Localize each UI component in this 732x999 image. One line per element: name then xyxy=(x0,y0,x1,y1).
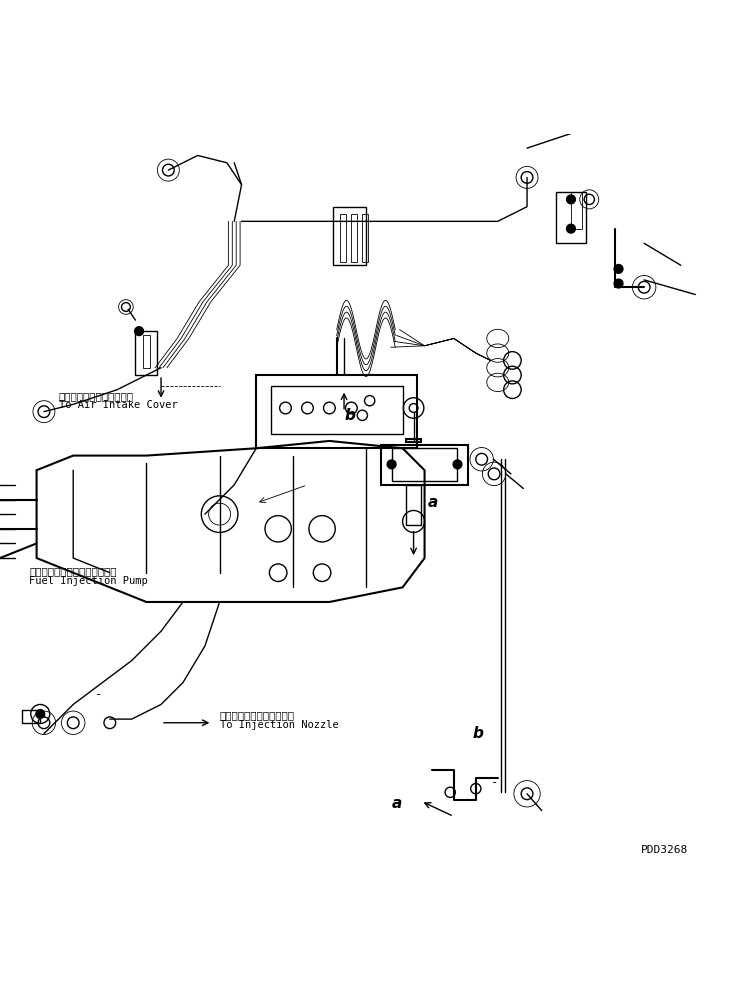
Bar xyxy=(406,439,421,443)
Text: b: b xyxy=(344,408,355,423)
Bar xyxy=(22,709,40,722)
Text: To Injection Nozzle: To Injection Nozzle xyxy=(220,720,338,730)
Text: a: a xyxy=(428,496,438,510)
Circle shape xyxy=(36,709,45,718)
Bar xyxy=(271,386,403,434)
Bar xyxy=(556,192,586,244)
Text: -: - xyxy=(490,775,498,788)
Text: To Air Intake Cover: To Air Intake Cover xyxy=(59,401,177,411)
Bar xyxy=(340,214,346,262)
Text: a: a xyxy=(392,795,402,810)
Bar xyxy=(135,331,157,375)
Circle shape xyxy=(135,327,143,336)
Bar xyxy=(392,449,458,482)
Bar xyxy=(406,485,421,525)
Text: インジェクションノズルヘ: インジェクションノズルヘ xyxy=(220,710,294,720)
Circle shape xyxy=(614,265,623,274)
Text: b: b xyxy=(472,726,483,741)
Text: フェルインジェクションポンプ: フェルインジェクションポンプ xyxy=(29,566,117,576)
Bar xyxy=(381,445,468,485)
Text: PDD3268: PDD3268 xyxy=(640,844,688,854)
Bar xyxy=(362,214,368,262)
Text: -: - xyxy=(95,687,102,701)
Bar xyxy=(351,214,357,262)
Circle shape xyxy=(453,460,462,469)
Text: Fuel Injection Pump: Fuel Injection Pump xyxy=(29,575,148,585)
Circle shape xyxy=(567,195,575,204)
Bar xyxy=(143,335,150,368)
Text: エアーインテークカバーヘ: エアーインテークカバーヘ xyxy=(59,391,133,401)
Circle shape xyxy=(614,279,623,288)
Bar xyxy=(333,207,366,266)
Circle shape xyxy=(567,224,575,233)
Circle shape xyxy=(387,460,396,469)
Bar xyxy=(571,192,582,229)
Bar xyxy=(256,375,417,449)
